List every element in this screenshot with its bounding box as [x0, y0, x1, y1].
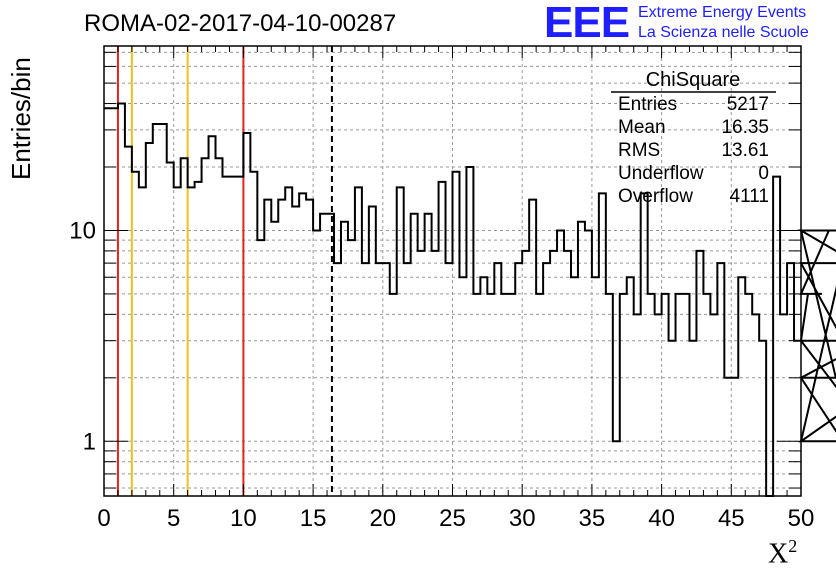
y-tick-label: 1: [83, 428, 96, 455]
stats-row-value: 0: [758, 163, 769, 184]
marker-lines: [116, 46, 333, 496]
histogram-step-line: [104, 102, 836, 497]
x-tick-label: 45: [718, 505, 745, 532]
y-axis: 1 10: [69, 51, 801, 489]
x-tick-label: 40: [648, 505, 675, 532]
stats-row-label: Mean: [618, 117, 666, 138]
x-axis-label-text: X: [768, 538, 789, 570]
x-tick-label: 25: [439, 505, 466, 532]
stats-row-label: RMS: [618, 140, 660, 161]
x-tick-label: 15: [300, 505, 327, 532]
x-axis: 0 5 10 15 20 25 30 35 40 45 50: [97, 46, 814, 532]
x-tick-label: 10: [230, 505, 257, 532]
stats-box: ChiSquare Entries 5217 Mean 16.35 RMS 13.61 Und…: [611, 69, 776, 207]
x-tick-label: 50: [788, 505, 815, 532]
x-tick-label: 35: [579, 505, 606, 532]
stats-row-value: 13.61: [721, 140, 769, 161]
stats-title: ChiSquare: [646, 69, 741, 91]
x-tick-label: 30: [509, 505, 536, 532]
logo-line-1: Extreme Energy Events: [638, 4, 807, 21]
plot-title: ROMA-02-2017-04-10-00287: [84, 10, 397, 37]
histogram-series: [104, 102, 836, 497]
x-axis-label: X2: [768, 536, 797, 570]
stats-row-label: Overflow: [618, 186, 693, 207]
eee-logo: EEE: [544, 0, 630, 47]
stats-row-value: 5217: [727, 94, 769, 115]
stats-row-value: 16.35: [721, 117, 769, 138]
y-tick-label: 10: [69, 217, 96, 244]
x-tick-label: 5: [167, 505, 180, 532]
stats-row-label: Underflow: [618, 163, 704, 184]
x-axis-label-sup: 2: [788, 536, 798, 556]
stats-row-label: Entries: [618, 94, 677, 115]
x-tick-label: 20: [369, 505, 396, 532]
logo-line-2: La Scienza nelle Scuole: [638, 24, 809, 41]
stats-row-value: 4111: [730, 186, 769, 207]
x-tick-label: 0: [97, 505, 110, 532]
